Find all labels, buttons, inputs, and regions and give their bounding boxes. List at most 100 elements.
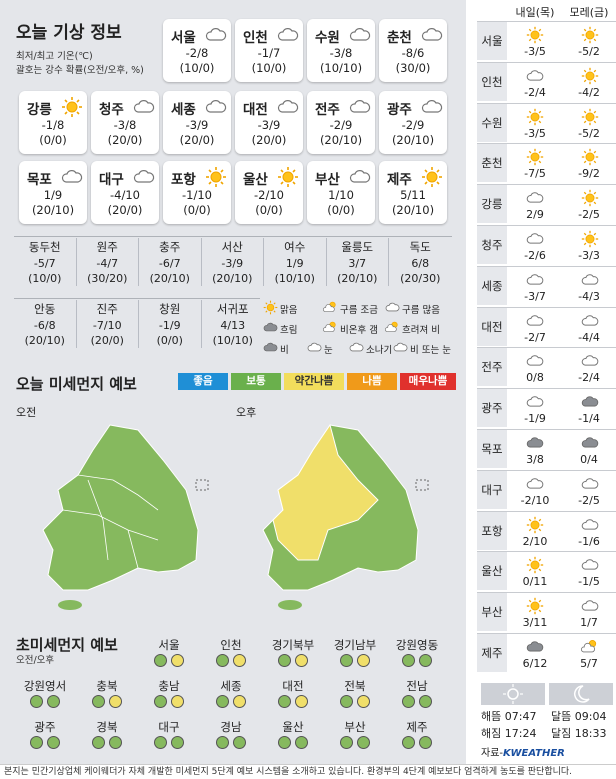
city-card: 청주 -3/8 (20/0) — [91, 91, 159, 154]
cloud-icon — [421, 96, 443, 122]
cloud-icon — [349, 340, 364, 358]
city-name: 대구 — [99, 172, 124, 188]
ultra-title: 초미세먼지 예보 — [16, 636, 118, 654]
forecast-row: 목포 3/8 0/4 — [477, 429, 616, 468]
city-name: 서울 — [171, 30, 196, 46]
city-name: 울산 — [243, 172, 268, 188]
small-city: 안동 -6/8 (20/10) — [14, 300, 77, 348]
suncloud-icon — [385, 320, 400, 338]
legend-label: 흐려져 비 — [402, 325, 440, 336]
city-name: 전주 — [315, 102, 340, 118]
pm-dot — [295, 654, 308, 667]
city-temp: -2/8 — [185, 46, 209, 60]
city-rain: (20/0) — [107, 133, 143, 147]
cloud-icon — [277, 96, 299, 122]
city-temp: -4/10 — [110, 188, 140, 202]
ultra-region-name: 광주 — [34, 720, 56, 734]
day2-temp: -1/5 — [578, 575, 600, 589]
cloud-icon — [526, 271, 544, 293]
pm-dot — [295, 736, 308, 749]
sun-icon — [581, 189, 599, 211]
forecast-city: 전주 — [477, 348, 507, 387]
subtitle-temp: 최저/최고 기온(℃) — [16, 51, 93, 62]
pm-dot — [171, 654, 184, 667]
pm-dot — [295, 695, 308, 708]
ultra-region-name: 경기북부 — [271, 638, 315, 652]
small-city-rain: (0/0) — [156, 334, 183, 347]
city-rain: (20/10) — [31, 203, 75, 217]
moonrise-time: 09:04 — [574, 710, 607, 723]
city-card: 포항 -1/10 (0/0) — [163, 161, 231, 224]
day1-temp: 0/8 — [526, 371, 544, 385]
small-city: 창원 -1/9 (0/0) — [139, 300, 202, 348]
cloud-icon — [526, 475, 544, 497]
legend-label: 비온후 갬 — [340, 325, 378, 336]
sun-icon — [277, 166, 299, 192]
pm-dot — [233, 654, 246, 667]
forecast-row: 세종 -3/7 -4/3 — [477, 265, 616, 305]
small-city-rain: (10/10) — [212, 334, 253, 347]
cloud-icon — [581, 312, 599, 334]
small-city-temp: -7/10 — [92, 319, 122, 332]
forecast-city: 강릉 — [477, 185, 507, 224]
sunrise-label: 해뜸 — [481, 710, 502, 723]
am-dot — [340, 695, 353, 708]
sun-icon — [421, 166, 443, 192]
small-city-name: 원주 — [96, 240, 118, 254]
cloud-icon — [61, 166, 83, 192]
small-city: 동두천 -5/7 (10/0) — [14, 238, 77, 286]
forecast-row: 제주 6/12 5/7 — [477, 633, 616, 672]
forecast-row: 광주 -1/9 -1/4 — [477, 388, 616, 428]
ultra-region: 부산 — [324, 719, 386, 749]
cloud-icon — [581, 516, 599, 538]
subtitle-rain: 괄호는 강수 확률(오전/오후, %) — [16, 65, 144, 76]
forecast-row: 대구 -2/10 -2/5 — [477, 469, 616, 509]
day1-temp: 3/11 — [522, 616, 548, 630]
cloud-icon — [393, 340, 408, 358]
sun-icon — [581, 148, 599, 170]
small-city-rain: (20/10) — [24, 334, 65, 347]
city-name: 세종 — [171, 102, 196, 118]
ultra-region: 서울 — [138, 637, 200, 667]
page-title: 오늘 기상 정보 — [16, 23, 122, 43]
small-city-name: 서귀포 — [216, 302, 249, 316]
forecast-city: 수원 — [477, 103, 507, 142]
forecast-row: 인천 -2/4 -4/2 — [477, 61, 616, 101]
cloud-icon — [349, 24, 371, 50]
city-temp: -3/9 — [257, 118, 281, 132]
small-city-rain: (20/10) — [337, 272, 378, 285]
sun-icon — [263, 300, 278, 318]
pm-dot — [233, 736, 246, 749]
city-name: 제주 — [387, 172, 412, 188]
cloud-icon — [349, 166, 371, 192]
legend-item: 눈 — [307, 340, 333, 358]
forecast-row: 강릉 2/9 -2/5 — [477, 184, 616, 224]
small-city: 여수 1/9 (10/10) — [264, 238, 327, 286]
city-card: 인천 -1/7 (10/0) — [235, 19, 303, 82]
ultra-region: 충북 — [76, 678, 138, 708]
darkcloud-icon — [581, 434, 599, 456]
suncloud-icon — [323, 320, 338, 338]
ultra-region-name: 충북 — [96, 679, 118, 693]
pm-title: 오늘 미세먼지 예보 — [16, 375, 137, 393]
ultra-region: 경기북부 — [262, 637, 324, 667]
sunset-time: 17:24 — [504, 727, 537, 740]
city-temp: -2/10 — [254, 188, 284, 202]
day2-header: 모레(금) — [569, 6, 609, 19]
day2-temp: -2/5 — [578, 493, 600, 507]
day2-temp: -4/4 — [578, 330, 600, 344]
ultra-region-name: 세종 — [220, 679, 242, 693]
forecast-row: 전주 0/8 -2/4 — [477, 347, 616, 387]
pm-level: 나쁨 — [347, 373, 397, 390]
day1-header: 내일(목) — [515, 6, 555, 19]
forecast-city: 춘천 — [477, 144, 507, 183]
small-city-name: 여수 — [284, 240, 306, 254]
forecast-city: 포항 — [477, 511, 507, 550]
am-dot — [30, 695, 43, 708]
ultra-region: 충남 — [138, 678, 200, 708]
legend-item: 맑음 — [263, 300, 297, 318]
forecast-row: 청주 -2/6 -3/3 — [477, 225, 616, 264]
small-city-temp: 1/9 — [285, 257, 304, 270]
sun-icon — [581, 26, 599, 48]
city-temp: -3/9 — [185, 118, 209, 132]
